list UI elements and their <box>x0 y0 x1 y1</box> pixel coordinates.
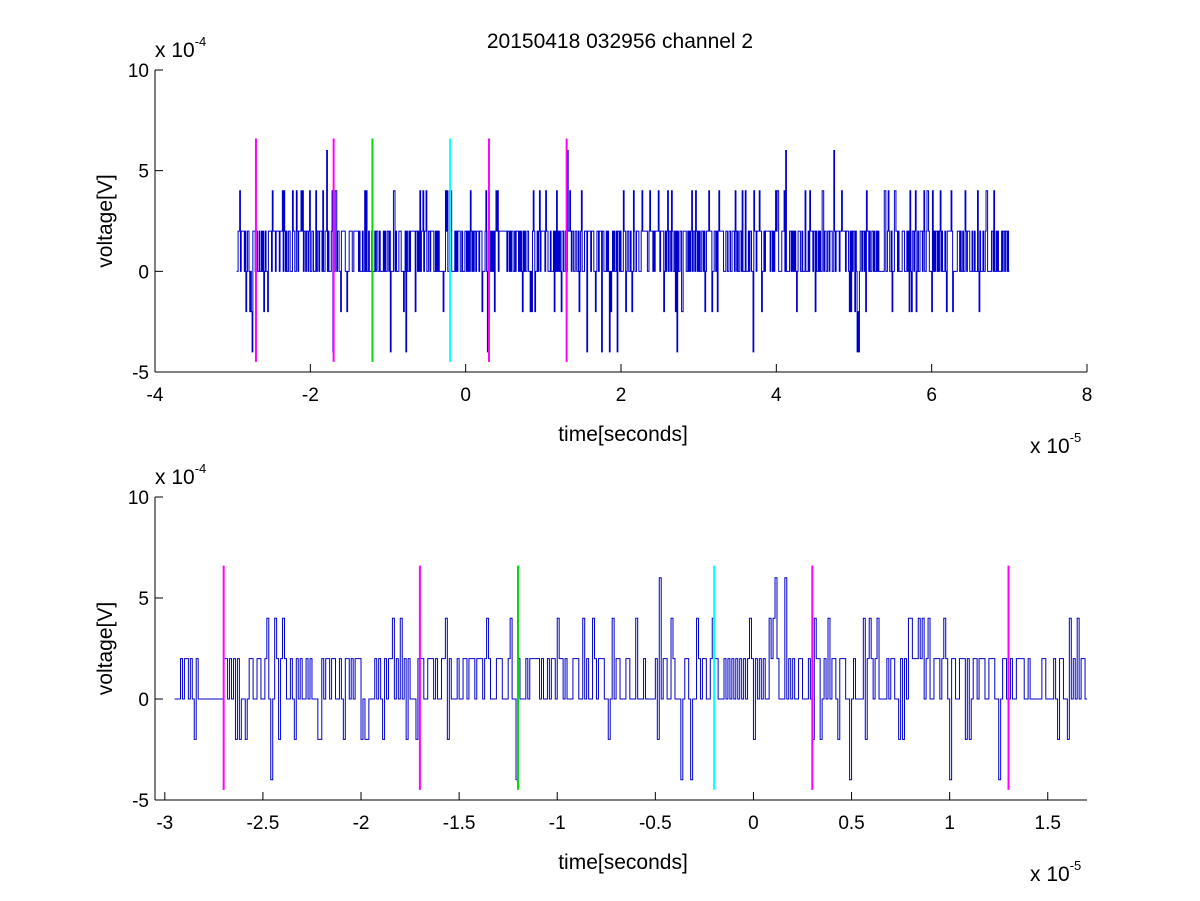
x-tick-label: 4 <box>771 385 782 406</box>
signal-trace <box>236 150 1010 353</box>
x-tick-label: -4 <box>147 385 164 406</box>
y-exponent-label: x 10-4 <box>155 461 206 489</box>
signal-trace <box>174 577 1087 781</box>
x-tick-label: 2 <box>616 385 627 406</box>
y-tick-label: 5 <box>138 589 149 610</box>
x-tick-label: -2 <box>302 385 319 406</box>
x-axis-label: time[seconds] <box>558 423 688 446</box>
x-tick-label: -0.5 <box>639 813 672 834</box>
top-panel: -4 -2 0 2 4 6 8 -5 0 5 10 time[seconds] voltage[V] x … <box>94 34 1092 458</box>
x-tick-label: -1 <box>549 813 566 834</box>
x-tick-label: 6 <box>926 385 937 406</box>
x-exponent-label: x 10-5 <box>1030 858 1081 886</box>
y-axis-label: voltage[V] <box>94 602 117 695</box>
x-tick-label: 0.5 <box>838 813 864 834</box>
x-tick-label: -2.5 <box>247 813 280 834</box>
y-tick-label: -5 <box>132 363 149 384</box>
x-tick-label: 0 <box>748 813 759 834</box>
y-tick-label: -5 <box>132 791 149 812</box>
x-tick-label: 8 <box>1082 385 1093 406</box>
x-tick-label: -3 <box>156 813 173 834</box>
x-tick-label: 1 <box>944 813 955 834</box>
y-axis-label: voltage[V] <box>94 174 117 267</box>
y-tick-label: 10 <box>128 61 149 82</box>
x-tick-label: 1.5 <box>1035 813 1061 834</box>
x-tick-label: -1.5 <box>443 813 476 834</box>
y-tick-label: 0 <box>138 690 149 711</box>
x-axis-label: time[seconds] <box>558 851 688 874</box>
x-tick-label: 0 <box>460 385 471 406</box>
x-exponent-label: x 10-5 <box>1030 430 1081 458</box>
y-tick-label: 10 <box>128 488 149 509</box>
y-tick-label: 0 <box>138 262 149 283</box>
bottom-panel: -3 -2.5 -2 -1.5 -1 -0.5 0 0.5 1 1.5 -5 0 5 10 time[sec… <box>94 461 1087 886</box>
figure-title: 20150418 032956 channel 2 <box>487 30 753 53</box>
y-tick-label: 5 <box>138 162 149 183</box>
x-tick-label: -2 <box>353 813 370 834</box>
y-exponent-label: x 10-4 <box>155 34 206 62</box>
